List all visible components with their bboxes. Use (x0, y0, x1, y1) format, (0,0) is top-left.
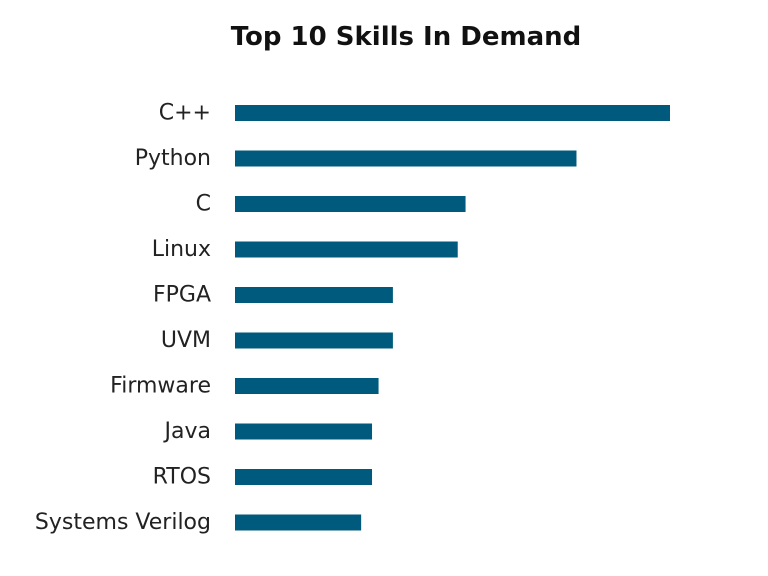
category-label-fpga: FPGA (153, 283, 211, 308)
category-label-c: C++ (159, 101, 211, 126)
bar-rtos (235, 469, 373, 485)
bar-c (235, 105, 670, 121)
category-label-python: Python (135, 146, 211, 171)
category-labels: C++ Python C Linux FPGA UVM Firmware Java RTOS Sy… (35, 101, 211, 536)
bar-c (235, 196, 466, 212)
category-label-firmware: Firmware (110, 374, 211, 399)
chart-title: Top 10 Skills In Demand (230, 22, 582, 52)
category-label-systems-verilog: Systems Verilog (35, 510, 211, 535)
category-label-rtos: RTOS (153, 465, 211, 490)
bar-uvm (235, 332, 393, 349)
category-label-linux: Linux (152, 237, 211, 262)
bar-python (235, 150, 577, 167)
category-label-uvm: UVM (161, 328, 211, 353)
bar-fpga (235, 287, 393, 303)
bar-java (235, 423, 373, 440)
bar-firmware (235, 378, 379, 394)
bars (235, 105, 670, 531)
category-label-c: C (196, 192, 211, 217)
category-label-java: Java (163, 419, 211, 444)
bar-systems-verilog (235, 514, 362, 531)
bar-linux (235, 241, 458, 258)
